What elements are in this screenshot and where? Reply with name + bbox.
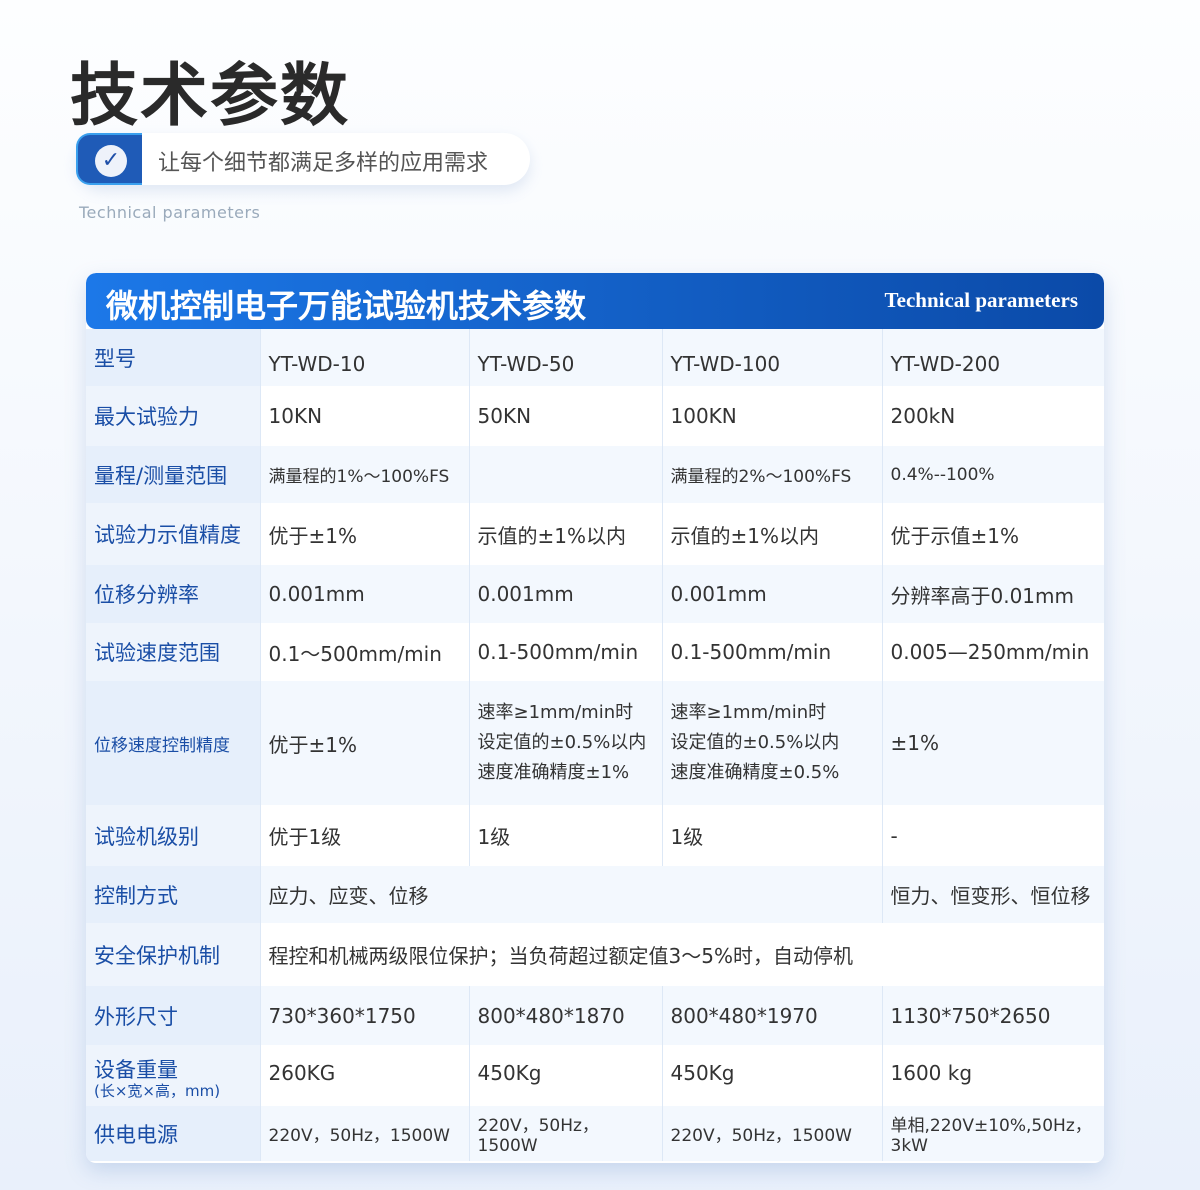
row-label: 外形尺寸 <box>86 986 260 1045</box>
badge: ✓ <box>76 133 142 185</box>
table-title: 微机控制电子万能试验机技术参数 <box>106 287 587 325</box>
table-cell: 800*480*1970 <box>661 986 882 1045</box>
tagline-pill: ✓ 让每个细节都满足多样的应用需求 <box>76 133 530 185</box>
table-cell: 0.001mm <box>661 565 882 623</box>
row-label: 供电电源 <box>86 1106 260 1161</box>
table-cell: 分辨率高于0.01mm <box>881 565 1104 623</box>
table-row: 外形尺寸 730*360*1750 800*480*1870 800*480*1970… <box>86 986 1104 1045</box>
table-cell: 优于±1% <box>259 503 469 565</box>
table-cell: 应力、应变、位移 <box>259 866 882 923</box>
table-cell: 220V，50Hz，1500W <box>468 1106 662 1161</box>
spec-table: 型号 YT-WD-10 YT-WD-50 YT-WD-100 YT-WD-200 最大试验… <box>86 329 1104 1161</box>
row-label: 量程/测量范围 <box>86 446 260 503</box>
table-cell: YT-WD-50 <box>468 329 662 386</box>
row-label: 位移速度控制精度 <box>86 681 260 805</box>
row-label: 试验力示值精度 <box>86 503 260 565</box>
table-cell: 0.4%--100% <box>881 446 1104 503</box>
row-label-text: 型号 <box>94 346 136 371</box>
subtitle: Technical parameters <box>79 203 261 222</box>
table-cell: ±1% <box>881 681 1104 805</box>
spec-card: 微机控制电子万能试验机技术参数 Technical parameters 型号 Y… <box>86 273 1104 1163</box>
table-row: 安全保护机制 程控和机械两级限位保护；当负荷超过额定值3～5%时，自动停机 <box>86 923 1104 986</box>
table-cell: 200kN <box>881 386 1104 446</box>
table-cell: 50KN <box>468 386 662 446</box>
page-title: 技术参数 <box>70 56 351 136</box>
table-row: 设备重量 (长×宽×高，mm) 260KG 450Kg 450Kg 1600 kg <box>86 1045 1104 1106</box>
table-row: 供电电源 220V，50Hz，1500W 220V，50Hz，1500W 220V，5… <box>86 1106 1104 1161</box>
table-cell: 速率≥1mm/min时 设定值的±0.5%以内 速度准确精度±0.5% <box>661 681 882 805</box>
row-label-text: 试验力示值精度 <box>94 523 241 547</box>
table-cell: 0.005—250mm/min <box>881 623 1104 681</box>
row-label: 控制方式 <box>86 866 260 923</box>
table-cell: YT-WD-10 <box>259 329 469 386</box>
table-cell: 1130*750*2650 <box>881 986 1104 1045</box>
table-cell: 1级 <box>661 805 882 866</box>
table-cell: 260KG <box>259 1045 469 1106</box>
table-cell: 单相,220V±10%,50Hz，3kW <box>881 1106 1104 1161</box>
check-circle-icon: ✓ <box>95 145 127 177</box>
table-cell: - <box>881 805 1104 866</box>
table-cell: 220V，50Hz，1500W <box>259 1106 469 1161</box>
table-cell: 速率≥1mm/min时 设定值的±0.5%以内 速度准确精度±1% <box>468 681 662 805</box>
row-label-text: 外形尺寸 <box>94 1004 178 1029</box>
table-cell: 满量程的2%～100%FS <box>661 446 882 503</box>
table-cell: YT-WD-100 <box>661 329 882 386</box>
row-label-text: 控制方式 <box>94 883 178 908</box>
table-row: 试验速度范围 0.1～500mm/min 0.1-500mm/min 0.1-500m… <box>86 623 1104 681</box>
table-title-en: Technical parameters <box>884 288 1078 312</box>
table-cell: 0.001mm <box>468 565 662 623</box>
table-cell: 示值的±1%以内 <box>468 503 662 565</box>
table-cell: 10KN <box>259 386 469 446</box>
table-row: 控制方式 应力、应变、位移 恒力、恒变形、恒位移 <box>86 866 1104 923</box>
table-row: 型号 YT-WD-10 YT-WD-50 YT-WD-100 YT-WD-200 <box>86 329 1104 386</box>
row-label-text: 最大试验力 <box>94 405 199 429</box>
row-label: 最大试验力 <box>86 386 260 446</box>
table-header: 微机控制电子万能试验机技术参数 Technical parameters <box>86 273 1104 329</box>
table-cell: 0.1～500mm/min <box>259 623 469 681</box>
table-cell: 1600 kg <box>881 1045 1104 1106</box>
table-cell: 示值的±1%以内 <box>661 503 882 565</box>
table-cell: 优于1级 <box>259 805 469 866</box>
table-cell: 220V，50Hz，1500W <box>661 1106 882 1161</box>
row-label-text: 安全保护机制 <box>94 943 220 968</box>
table-row: 最大试验力 10KN 50KN 100KN 200kN <box>86 386 1104 446</box>
table-cell: 恒力、恒变形、恒位移 <box>881 866 1104 923</box>
table-cell: 优于±1% <box>259 681 469 805</box>
table-cell <box>468 446 662 503</box>
table-cell: 0.1-500mm/min <box>661 623 882 681</box>
row-label: 位移分辨率 <box>86 565 260 623</box>
table-cell: 800*480*1870 <box>468 986 662 1045</box>
row-label-text: 试验机级别 <box>94 824 199 849</box>
table-cell: YT-WD-200 <box>881 329 1104 386</box>
row-label-text: 设备重量 <box>94 1057 178 1082</box>
table-cell: 0.1-500mm/min <box>468 623 662 681</box>
row-label-text: 试验速度范围 <box>94 641 220 665</box>
table-row: 量程/测量范围 满量程的1%～100%FS 满量程的2%～100%FS 0.4%--1… <box>86 446 1104 503</box>
row-label-text: 位移分辨率 <box>94 583 199 607</box>
table-row: 试验机级别 优于1级 1级 1级 - <box>86 805 1104 866</box>
row-label: 安全保护机制 <box>86 923 260 986</box>
row-label: 设备重量 (长×宽×高，mm) <box>86 1045 260 1106</box>
table-cell: 450Kg <box>468 1045 662 1106</box>
row-label: 试验速度范围 <box>86 623 260 681</box>
row-label-text: 量程/测量范围 <box>94 463 228 488</box>
table-cell: 0.001mm <box>259 565 469 623</box>
table-cell: 450Kg <box>661 1045 882 1106</box>
table-row: 位移分辨率 0.001mm 0.001mm 0.001mm 分辨率高于0.01mm <box>86 565 1104 623</box>
row-label-note: (长×宽×高，mm) <box>94 1081 221 1100</box>
tagline: 让每个细节都满足多样的应用需求 <box>158 151 489 176</box>
table-row: 位移速度控制精度 优于±1% 速率≥1mm/min时 设定值的±0.5%以内 速度准… <box>86 681 1104 805</box>
table-cell: 优于示值±1% <box>881 503 1104 565</box>
row-label-text: 供电电源 <box>94 1122 178 1147</box>
row-label: 型号 <box>86 329 260 386</box>
row-label-text: 位移速度控制精度 <box>94 735 230 756</box>
table-row: 试验力示值精度 优于±1% 示值的±1%以内 示值的±1%以内 优于示值±1% <box>86 503 1104 565</box>
row-label: 试验机级别 <box>86 805 260 866</box>
table-cell: 满量程的1%～100%FS <box>259 446 469 503</box>
table-cell: 100KN <box>661 386 882 446</box>
table-cell: 730*360*1750 <box>259 986 469 1045</box>
table-cell: 程控和机械两级限位保护；当负荷超过额定值3～5%时，自动停机 <box>259 923 1104 986</box>
table-cell: 1级 <box>468 805 662 866</box>
